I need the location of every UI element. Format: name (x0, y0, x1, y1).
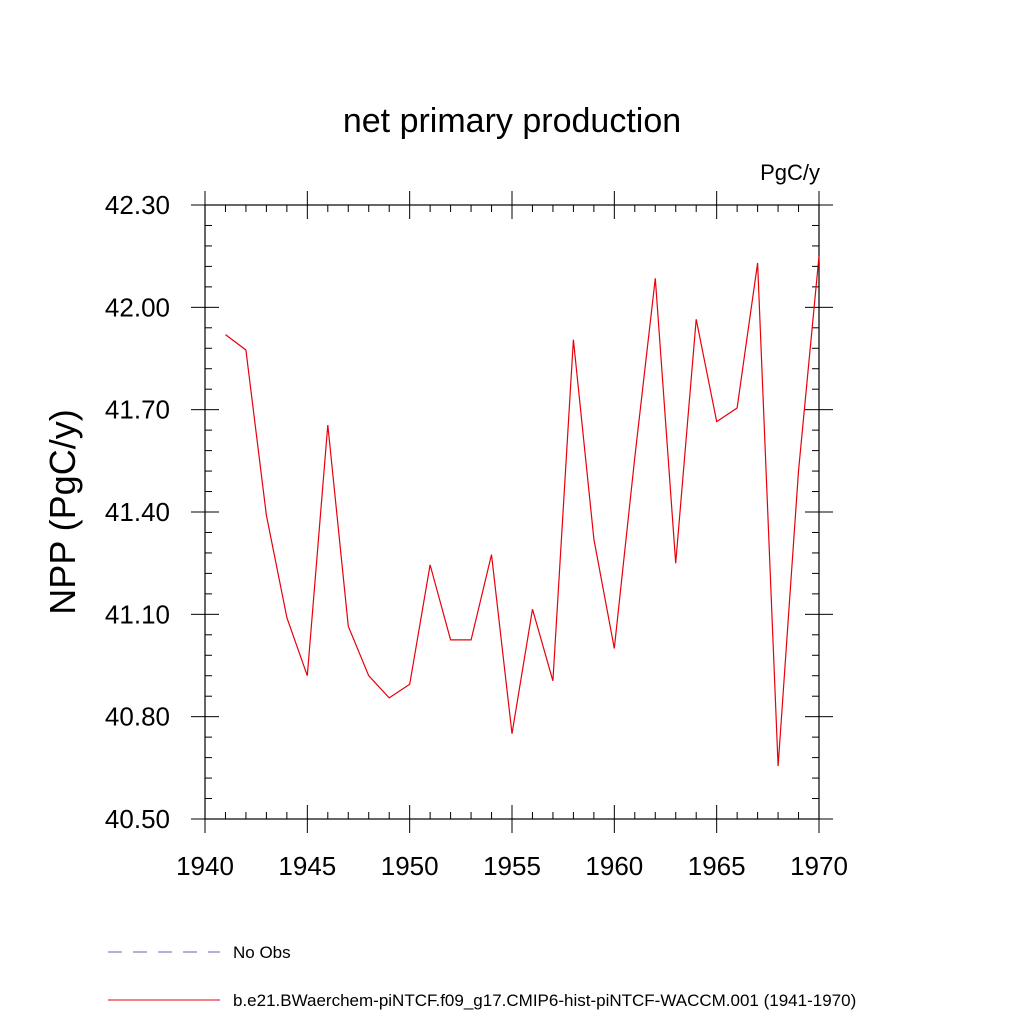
chart-title: net primary production (343, 102, 681, 140)
x-tick-label: 1940 (176, 851, 234, 881)
y-tick-label: 40.80 (105, 702, 170, 732)
x-tick-label: 1960 (585, 851, 643, 881)
legend-label: No Obs (233, 943, 291, 962)
legend: No Obs b.e21.BWaerchem-piNTCF.f09_g17.CMI… (108, 943, 856, 1010)
y-axis-label: NPP (PgC/y) (42, 409, 83, 614)
legend-label: b.e21.BWaerchem-piNTCF.f09_g17.CMIP6-his… (233, 991, 856, 1010)
series-line (225, 256, 820, 767)
axis-ticks (191, 191, 833, 833)
x-tick-label: 1950 (381, 851, 439, 881)
y-tick-label: 40.50 (105, 804, 170, 834)
units-label: PgC/y (760, 160, 820, 185)
x-tick-label: 1955 (483, 851, 541, 881)
plot-area-frame (204, 204, 820, 820)
y-tick-label: 42.00 (105, 292, 170, 322)
axis-tick-labels: 1940 1945 1950 1955 1960 1965 1970 40.50 40.80 41… (105, 190, 848, 881)
x-tick-label: 1970 (790, 851, 848, 881)
series-lines (225, 256, 820, 767)
x-tick-label: 1965 (688, 851, 746, 881)
y-tick-label: 41.40 (105, 497, 170, 527)
x-tick-label: 1945 (278, 851, 336, 881)
y-tick-label: 42.30 (105, 190, 170, 220)
y-tick-label: 41.70 (105, 395, 170, 425)
y-tick-label: 41.10 (105, 599, 170, 629)
